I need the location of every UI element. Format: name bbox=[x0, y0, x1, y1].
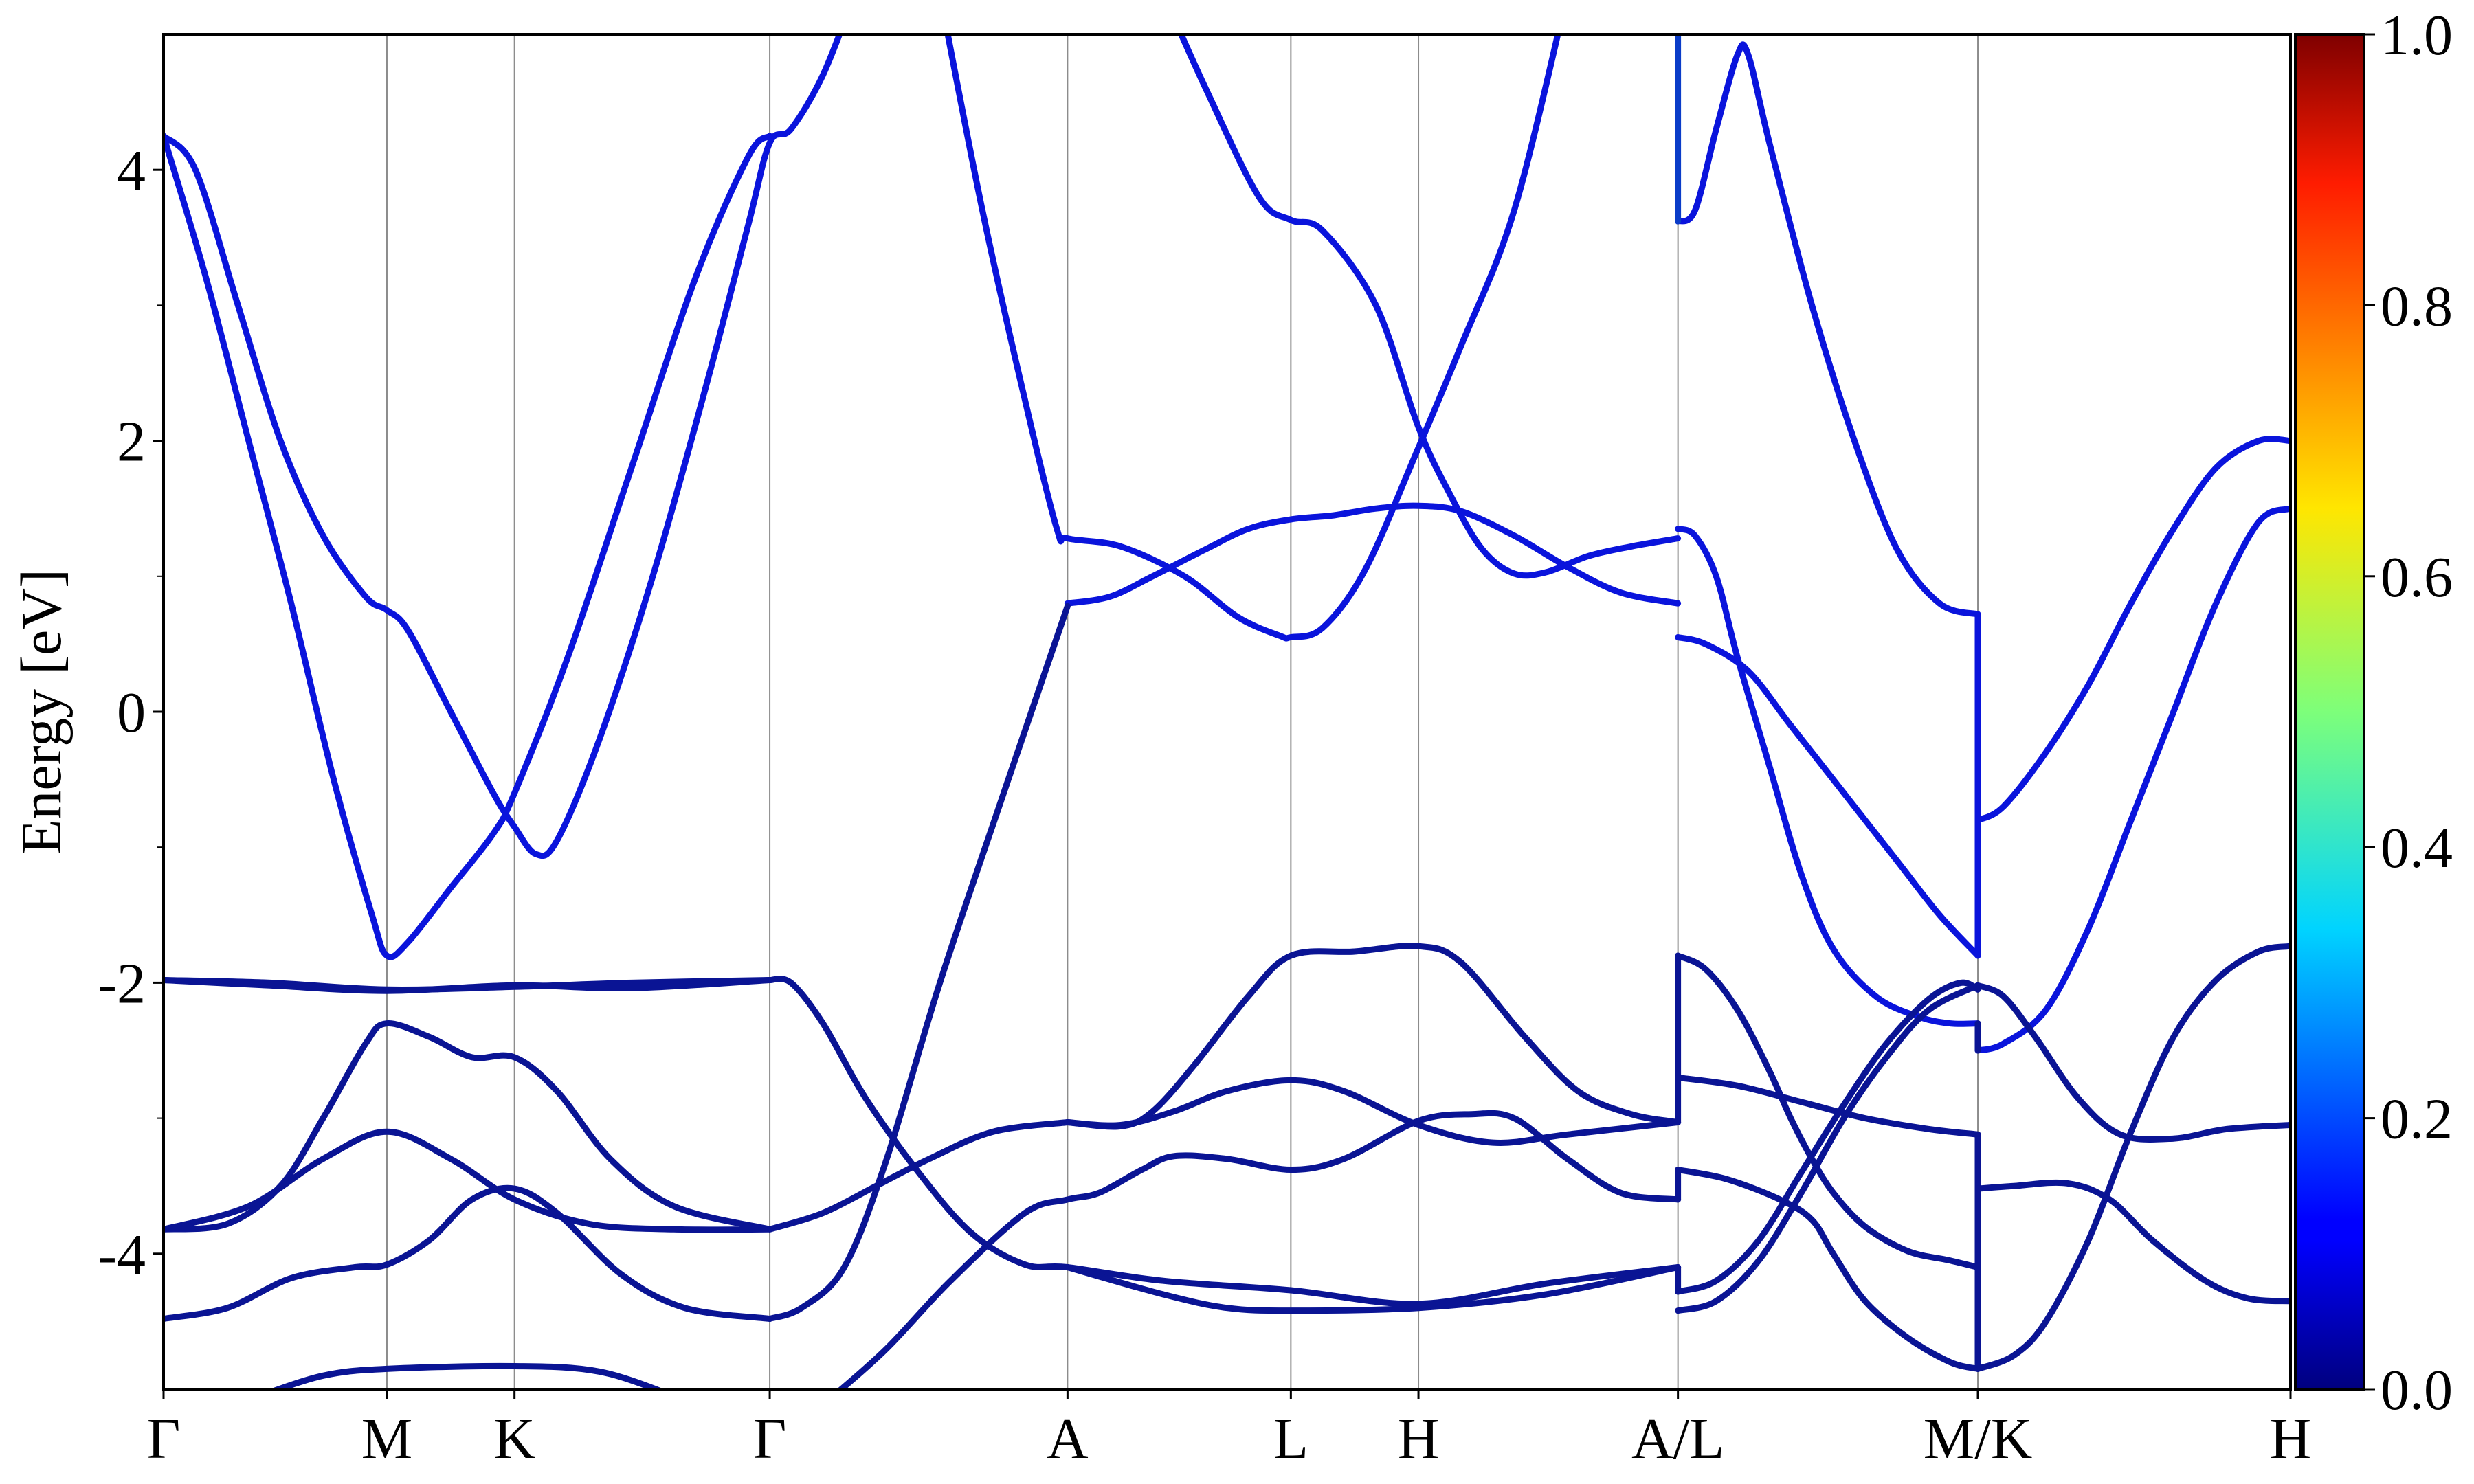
band-line bbox=[1974, 505, 2291, 1054]
x-axis: Γ M K Γ A L H A/L M/K H bbox=[147, 1389, 2312, 1471]
band-line bbox=[164, 977, 773, 994]
colorbar-tick-label: 1.0 bbox=[2381, 3, 2453, 67]
plot-frame bbox=[162, 33, 2292, 1391]
x-tick-label: H bbox=[2270, 1407, 2312, 1471]
x-tick-label: Γ bbox=[147, 1407, 181, 1471]
band-line bbox=[164, 34, 843, 859]
y-tick-label: 2 bbox=[117, 410, 146, 474]
band-line bbox=[1177, 34, 1682, 579]
colorbar-tick-label: 0.6 bbox=[2381, 546, 2453, 609]
x-tick-label: M bbox=[361, 1407, 413, 1471]
band-line bbox=[164, 1020, 773, 1233]
x-tick-label: M/K bbox=[1924, 1407, 2033, 1471]
colorbar-tick-label: 0.4 bbox=[2381, 816, 2453, 880]
y-tick-label: 4 bbox=[117, 139, 146, 203]
colorbar-ticks: 0.0 0.2 0.4 0.6 0.8 1.0 bbox=[2364, 3, 2453, 1422]
band-line bbox=[944, 34, 1561, 642]
colorbar-tick-label: 0.0 bbox=[2381, 1358, 2453, 1422]
band-line bbox=[269, 1362, 665, 1389]
y-axis-label: Energy [eV] bbox=[10, 569, 74, 855]
band-line bbox=[1675, 41, 1981, 618]
x-tick-label: A/L bbox=[1631, 1407, 1724, 1471]
y-tick-label: -4 bbox=[98, 1223, 146, 1287]
y-axis: 4 2 0 -2 -4 bbox=[98, 139, 164, 1287]
x-tick-label: L bbox=[1273, 1407, 1308, 1471]
band-line bbox=[1675, 979, 1981, 1295]
band-lines bbox=[164, 34, 2291, 1389]
band-line bbox=[836, 1110, 1682, 1389]
band-line bbox=[766, 1119, 1071, 1233]
x-tick-label: A bbox=[1047, 1407, 1089, 1471]
band-line bbox=[1064, 1264, 1682, 1314]
band-line bbox=[164, 1128, 773, 1233]
band-line bbox=[1675, 982, 1981, 1314]
band-line bbox=[1974, 436, 2291, 824]
colorbar-tick-label: 0.2 bbox=[2381, 1088, 2453, 1151]
band-line bbox=[1974, 1179, 2291, 1305]
band-line bbox=[1675, 1167, 1981, 1372]
band-line bbox=[164, 1184, 773, 1322]
colorbar: 0.0 0.2 0.4 0.6 0.8 1.0 bbox=[2294, 3, 2453, 1422]
band-line bbox=[1974, 982, 2291, 1143]
band-line bbox=[164, 133, 773, 960]
y-tick-label: -2 bbox=[98, 952, 146, 1015]
x-tick-label: H bbox=[1398, 1407, 1440, 1471]
band-line bbox=[1675, 634, 1981, 959]
band-line bbox=[1064, 943, 1682, 1130]
band-line bbox=[766, 603, 1071, 1322]
y-tick-label: 0 bbox=[117, 681, 146, 745]
colorbar-gradient bbox=[2294, 33, 2365, 1391]
x-tick-label: K bbox=[493, 1407, 535, 1471]
band-line bbox=[766, 976, 1682, 1307]
band-line bbox=[1974, 943, 2291, 1372]
colorbar-tick-label: 0.8 bbox=[2381, 274, 2453, 338]
k-point-gridlines bbox=[386, 34, 1979, 1389]
x-tick-label: Γ bbox=[753, 1407, 787, 1471]
band-line bbox=[1064, 502, 1682, 607]
band-line bbox=[1675, 1074, 1981, 1138]
band-line bbox=[1064, 1077, 1682, 1146]
